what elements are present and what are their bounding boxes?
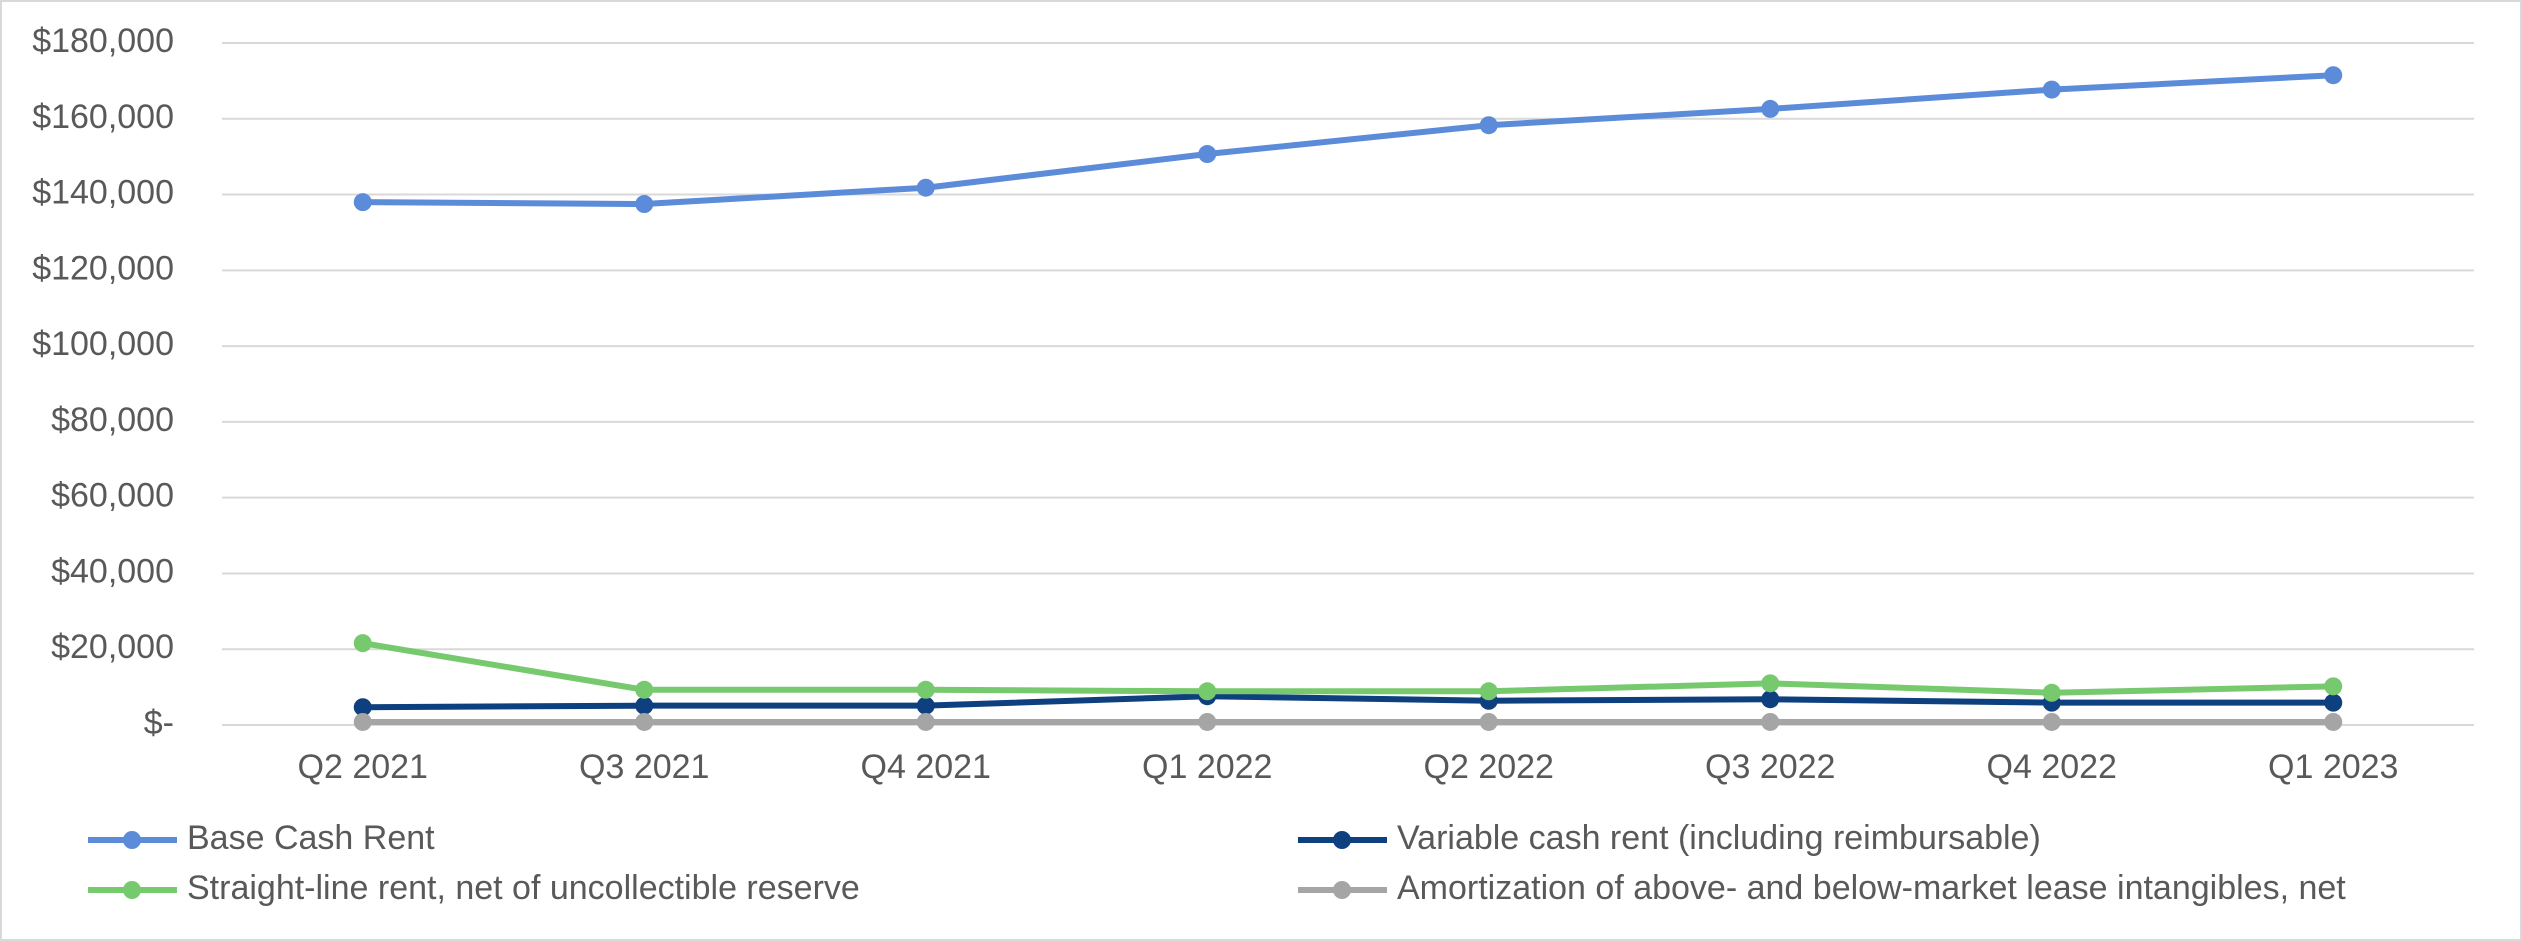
data-point (916, 712, 935, 731)
data-point (635, 712, 654, 731)
data-point (1479, 116, 1498, 135)
data-point (353, 634, 372, 653)
data-point (1761, 99, 1780, 118)
x-tick-label: Q1 2023 (2268, 748, 2398, 786)
data-point (1761, 712, 1780, 731)
data-point (2042, 80, 2061, 99)
data-point (1479, 712, 1498, 731)
legend-marker (1333, 881, 1351, 899)
data-point (635, 696, 654, 715)
y-tick-label: $60,000 (51, 477, 174, 515)
y-tick-label: $160,000 (32, 98, 174, 136)
x-tick-label: Q4 2022 (1987, 748, 2117, 786)
data-point (353, 698, 372, 717)
data-point (2324, 677, 2343, 696)
y-tick-label: $- (144, 704, 174, 742)
y-tick-label: $40,000 (51, 552, 174, 590)
y-tick-label: $180,000 (32, 22, 174, 60)
x-tick-label: Q3 2022 (1705, 748, 1835, 786)
y-tick-label: $80,000 (51, 401, 174, 439)
series-line (362, 72, 2334, 208)
y-tick-label: $20,000 (51, 628, 174, 666)
data-point (916, 178, 935, 197)
data-point (635, 680, 654, 699)
x-tick-label: Q1 2022 (1142, 748, 1272, 786)
data-point (635, 195, 654, 214)
data-point (2324, 712, 2343, 731)
data-point (1479, 682, 1498, 701)
x-tick-label: Q2 2021 (298, 748, 428, 786)
data-point (1198, 145, 1217, 164)
data-point (1761, 690, 1780, 709)
y-tick-label: $120,000 (32, 249, 174, 287)
x-tick-label: Q3 2021 (579, 748, 709, 786)
data-point (353, 712, 372, 731)
legend-marker (123, 881, 141, 899)
data-point (2042, 712, 2061, 731)
x-tick-label: Q4 2021 (861, 748, 991, 786)
data-point (1761, 674, 1780, 693)
y-tick-label: $100,000 (32, 325, 174, 363)
series-line (362, 640, 2334, 696)
series-line (362, 693, 2334, 711)
x-tick-label: Q2 2022 (1424, 748, 1554, 786)
data-point (1198, 712, 1217, 731)
legend-label: Straight-line rent, net of uncollectible… (187, 869, 860, 907)
data-point (1198, 682, 1217, 701)
legend-marker (1333, 831, 1351, 849)
legend-label: Variable cash rent (including reimbursab… (1397, 819, 2041, 857)
data-point (916, 680, 935, 699)
legend-label: Amortization of above- and below-market … (1397, 869, 2346, 907)
data-point (2324, 66, 2343, 85)
data-point (2324, 693, 2343, 712)
data-point (916, 696, 935, 715)
legend-label: Base Cash Rent (187, 819, 435, 857)
y-tick-label: $140,000 (32, 174, 174, 212)
data-point (2042, 683, 2061, 702)
data-point (353, 193, 372, 212)
legend-marker (123, 831, 141, 849)
